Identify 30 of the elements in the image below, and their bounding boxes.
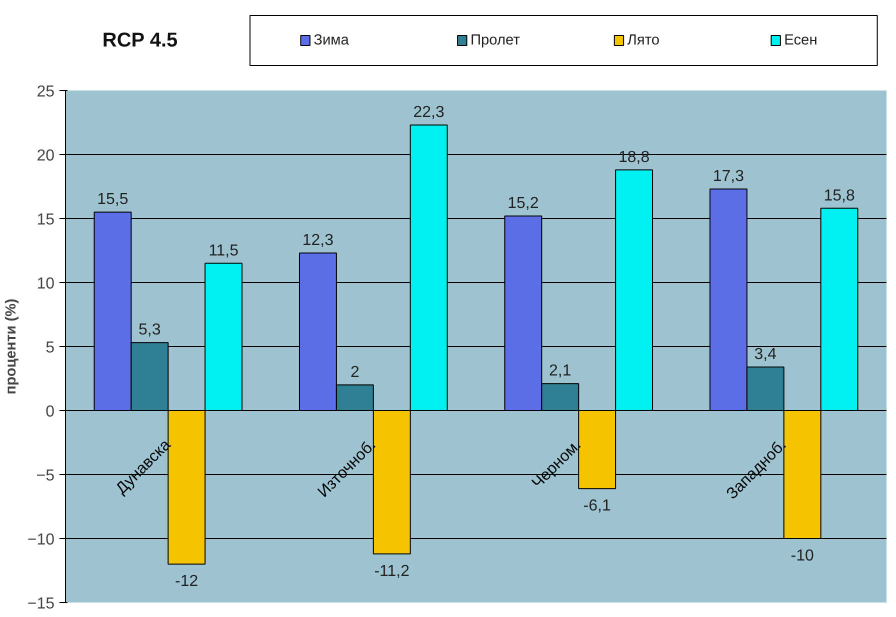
data-label: 2 — [350, 364, 360, 381]
data-label: -11,2 — [374, 562, 410, 580]
y-axis-title: проценти (%) — [3, 298, 20, 394]
data-label: 12,3 — [302, 232, 334, 250]
legend-label: Зима — [314, 32, 350, 48]
data-label: 5,3 — [138, 322, 161, 339]
y-tick-label: 5 — [46, 340, 55, 356]
y-tick-label: 25 — [36, 84, 55, 100]
data-label: -6,1 — [583, 498, 611, 515]
y-tick-label: 15 — [36, 212, 55, 228]
data-label: -10 — [790, 548, 814, 564]
data-label: 15,2 — [508, 194, 539, 212]
data-label: 3,4 — [754, 346, 777, 363]
y-tick-label: −5 — [36, 468, 55, 484]
y-tick-label: −15 — [27, 596, 55, 612]
y-tick-label: −10 — [27, 532, 55, 548]
data-label: 15,8 — [824, 187, 855, 204]
y-tick-label: 0 — [46, 404, 55, 420]
legend-label: Пролет — [470, 32, 520, 48]
data-label: 2,1 — [549, 362, 572, 380]
y-tick-label: 10 — [36, 276, 55, 292]
legend-label: Есен — [784, 32, 818, 48]
data-label: -12 — [175, 573, 198, 590]
legend-label: Лято — [627, 32, 660, 48]
y-tick-label: 20 — [36, 148, 55, 164]
data-label: 22,3 — [413, 104, 444, 122]
data-label: 11,5 — [208, 242, 239, 260]
data-label: 15,5 — [97, 191, 128, 208]
data-label: 17,3 — [712, 168, 744, 186]
chart-title: RCP 4.5 — [102, 30, 178, 52]
